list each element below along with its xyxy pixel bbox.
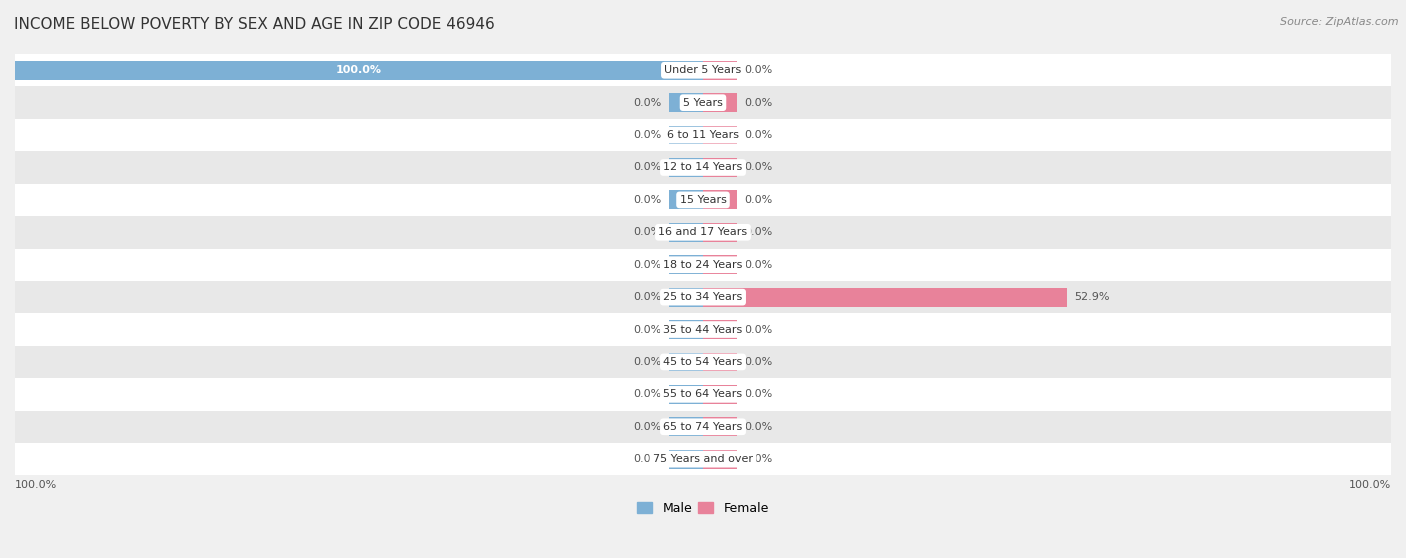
Bar: [15, 86, 1391, 119]
Bar: [15, 411, 1391, 443]
Text: 0.0%: 0.0%: [634, 98, 662, 108]
Text: 0.0%: 0.0%: [634, 389, 662, 400]
Bar: [669, 223, 703, 242]
Bar: [703, 385, 737, 404]
Bar: [703, 126, 737, 145]
Text: 0.0%: 0.0%: [634, 325, 662, 335]
Bar: [15, 443, 1391, 475]
Text: 45 to 54 Years: 45 to 54 Years: [664, 357, 742, 367]
Bar: [15, 151, 1391, 184]
Bar: [703, 353, 737, 371]
Bar: [15, 119, 1391, 151]
Text: 12 to 14 Years: 12 to 14 Years: [664, 162, 742, 172]
Text: 16 and 17 Years: 16 and 17 Years: [658, 227, 748, 237]
Text: 0.0%: 0.0%: [744, 162, 772, 172]
Text: 55 to 64 Years: 55 to 64 Years: [664, 389, 742, 400]
Bar: [703, 450, 737, 469]
Bar: [703, 223, 737, 242]
Bar: [669, 93, 703, 112]
Text: 15 Years: 15 Years: [679, 195, 727, 205]
Bar: [669, 353, 703, 371]
Text: 65 to 74 Years: 65 to 74 Years: [664, 422, 742, 432]
Text: 0.0%: 0.0%: [634, 130, 662, 140]
Bar: [669, 450, 703, 469]
Bar: [703, 158, 737, 177]
Text: 0.0%: 0.0%: [744, 259, 772, 270]
Text: 100.0%: 100.0%: [1348, 480, 1391, 490]
Bar: [703, 417, 737, 436]
Text: 0.0%: 0.0%: [744, 357, 772, 367]
Bar: [669, 320, 703, 339]
Bar: [703, 190, 737, 209]
Text: 100.0%: 100.0%: [15, 480, 58, 490]
Text: 25 to 34 Years: 25 to 34 Years: [664, 292, 742, 302]
Bar: [669, 385, 703, 404]
Text: INCOME BELOW POVERTY BY SEX AND AGE IN ZIP CODE 46946: INCOME BELOW POVERTY BY SEX AND AGE IN Z…: [14, 17, 495, 32]
Bar: [669, 158, 703, 177]
Text: 0.0%: 0.0%: [744, 422, 772, 432]
Text: 0.0%: 0.0%: [744, 98, 772, 108]
Bar: [703, 93, 737, 112]
Text: 6 to 11 Years: 6 to 11 Years: [666, 130, 740, 140]
Text: 35 to 44 Years: 35 to 44 Years: [664, 325, 742, 335]
Bar: [15, 314, 1391, 346]
Bar: [703, 61, 737, 80]
Text: 100.0%: 100.0%: [336, 65, 382, 75]
Text: 75 Years and over: 75 Years and over: [652, 454, 754, 464]
Bar: [15, 54, 1391, 86]
Text: 0.0%: 0.0%: [634, 259, 662, 270]
Text: Under 5 Years: Under 5 Years: [665, 65, 741, 75]
Text: 0.0%: 0.0%: [744, 454, 772, 464]
Text: 0.0%: 0.0%: [744, 325, 772, 335]
Bar: [669, 417, 703, 436]
Bar: [703, 320, 737, 339]
Text: 52.9%: 52.9%: [1074, 292, 1109, 302]
Bar: [15, 184, 1391, 216]
Text: 0.0%: 0.0%: [634, 227, 662, 237]
Text: 0.0%: 0.0%: [634, 357, 662, 367]
Bar: [703, 256, 737, 274]
Text: 0.0%: 0.0%: [744, 65, 772, 75]
Bar: [703, 288, 1067, 306]
Bar: [15, 216, 1391, 248]
Text: 0.0%: 0.0%: [634, 422, 662, 432]
Bar: [15, 61, 703, 80]
Text: 18 to 24 Years: 18 to 24 Years: [664, 259, 742, 270]
Bar: [669, 126, 703, 145]
Text: 0.0%: 0.0%: [744, 195, 772, 205]
Bar: [15, 248, 1391, 281]
Text: 0.0%: 0.0%: [634, 292, 662, 302]
Bar: [669, 256, 703, 274]
Legend: Male, Female: Male, Female: [633, 497, 773, 519]
Bar: [15, 346, 1391, 378]
Bar: [669, 190, 703, 209]
Text: 0.0%: 0.0%: [744, 227, 772, 237]
Bar: [15, 378, 1391, 411]
Text: 0.0%: 0.0%: [744, 389, 772, 400]
Text: 0.0%: 0.0%: [634, 454, 662, 464]
Bar: [15, 281, 1391, 314]
Text: 0.0%: 0.0%: [634, 162, 662, 172]
Text: 0.0%: 0.0%: [634, 195, 662, 205]
Bar: [669, 288, 703, 306]
Text: Source: ZipAtlas.com: Source: ZipAtlas.com: [1281, 17, 1399, 27]
Text: 5 Years: 5 Years: [683, 98, 723, 108]
Text: 0.0%: 0.0%: [744, 130, 772, 140]
